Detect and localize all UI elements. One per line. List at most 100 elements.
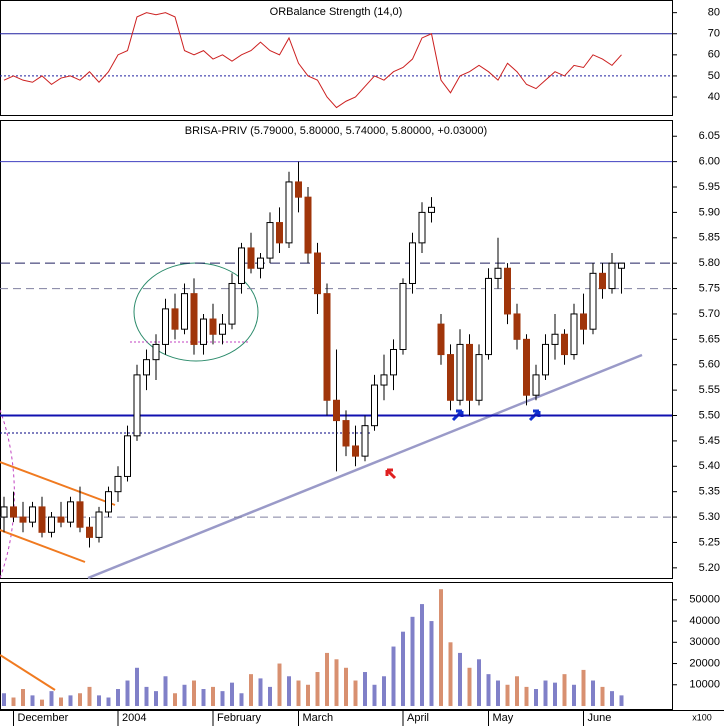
candle-body [456, 343, 464, 401]
candle-body [209, 318, 217, 335]
y-tick-label: 5.30 [699, 511, 720, 523]
volume-bar [477, 659, 481, 706]
y-tick-label: 5.45 [699, 435, 720, 447]
y-tick-label: 5.40 [699, 460, 720, 472]
x-tick-label: June [588, 712, 612, 724]
x-tick-label: April [407, 712, 429, 724]
volume-bar [135, 667, 139, 706]
y-tick-label: 50000 [689, 594, 720, 606]
volume-bar [353, 680, 358, 706]
candle-body [342, 420, 350, 447]
candle-body [323, 293, 331, 401]
volume-bar [106, 697, 111, 706]
volume-bar [249, 674, 253, 706]
candle-body [618, 262, 625, 269]
volume-bar [116, 689, 120, 706]
candle-body [380, 374, 388, 386]
volume-bar [201, 689, 206, 706]
x-tick-label: March [303, 712, 334, 724]
y-tick-label: 6.00 [699, 156, 720, 168]
volume-bar [258, 678, 263, 706]
candle-body [352, 445, 359, 457]
candle-body [523, 338, 530, 396]
volume-bar [610, 691, 614, 706]
volume-bar [220, 691, 225, 706]
x-tick-label: December [18, 712, 69, 724]
volume-bar [429, 621, 434, 706]
candle-body [95, 511, 103, 538]
volume-bar [572, 684, 576, 706]
candle-body [171, 308, 179, 330]
volume-bar [619, 695, 624, 706]
candle-body [561, 333, 568, 356]
volume-bar [543, 680, 548, 706]
volume-bar [268, 686, 272, 706]
y-tick-label: 5.20 [699, 562, 720, 574]
volume-bar [420, 604, 424, 706]
candle-body [10, 506, 17, 518]
y-tick-label: 40000 [689, 615, 720, 627]
candle-body [570, 313, 578, 356]
candle-body [48, 516, 55, 533]
y-tick-label: 40 [708, 91, 720, 103]
y-tick-label: 80 [708, 7, 720, 19]
candle-body [589, 272, 597, 330]
volume-bar [439, 589, 443, 706]
volume-bar [296, 680, 301, 706]
y-tick-label: 5.60 [699, 359, 720, 371]
candle-body [162, 308, 169, 345]
volume-bar [68, 695, 73, 706]
candle-body [371, 384, 378, 427]
volume-bar [458, 652, 462, 706]
volume-bar [163, 676, 168, 706]
volume-bar [21, 689, 25, 706]
candle-body [200, 318, 207, 345]
candle-body [105, 491, 112, 513]
y-tick-label: 5.65 [699, 333, 720, 345]
volume-bar [306, 684, 310, 706]
candle-body [399, 282, 407, 350]
y-tick-label: 5.35 [699, 486, 720, 498]
candle-body [247, 247, 255, 269]
candle-body [314, 252, 321, 295]
candle-body [551, 333, 559, 345]
volume-bar [230, 682, 234, 706]
volume-bar [287, 676, 291, 706]
volume-bar [59, 697, 63, 706]
volume-bar [211, 686, 215, 706]
panel-frames [0, 0, 724, 711]
candle-body [266, 222, 274, 259]
volume-bar [239, 693, 244, 706]
chart-title: BRISA-PRIV (5.79000, 5.80000, 5.74000, 5… [185, 125, 487, 137]
volume-bar [581, 669, 586, 706]
volume-bar [40, 699, 44, 706]
candle-body [580, 313, 587, 330]
candle-body [418, 211, 426, 244]
candle-body [257, 257, 264, 269]
volume-bar [524, 686, 529, 706]
candle-body [542, 343, 549, 376]
candle-body [124, 435, 131, 477]
candle-body [599, 272, 606, 290]
candle-body [494, 267, 502, 279]
volume-bar [600, 686, 605, 706]
volume-bar [410, 616, 415, 706]
candle-body [428, 206, 435, 213]
volume-bar [467, 667, 472, 706]
volume-bar [496, 680, 500, 706]
x-tick-label: May [493, 712, 514, 724]
candle-body [466, 343, 473, 401]
volume-bar [11, 697, 16, 706]
volume-bar [515, 676, 519, 706]
volume-bar [182, 684, 187, 706]
volume-bar [448, 642, 453, 706]
y-tick-label: 6.05 [699, 130, 720, 142]
volume-bar [363, 672, 367, 706]
volume-bar [344, 667, 348, 706]
y-tick-label: 20000 [689, 657, 720, 669]
volume-bar [125, 680, 130, 706]
y-tick-label: 5.75 [699, 282, 720, 294]
volume-unit: x100 [692, 712, 712, 722]
